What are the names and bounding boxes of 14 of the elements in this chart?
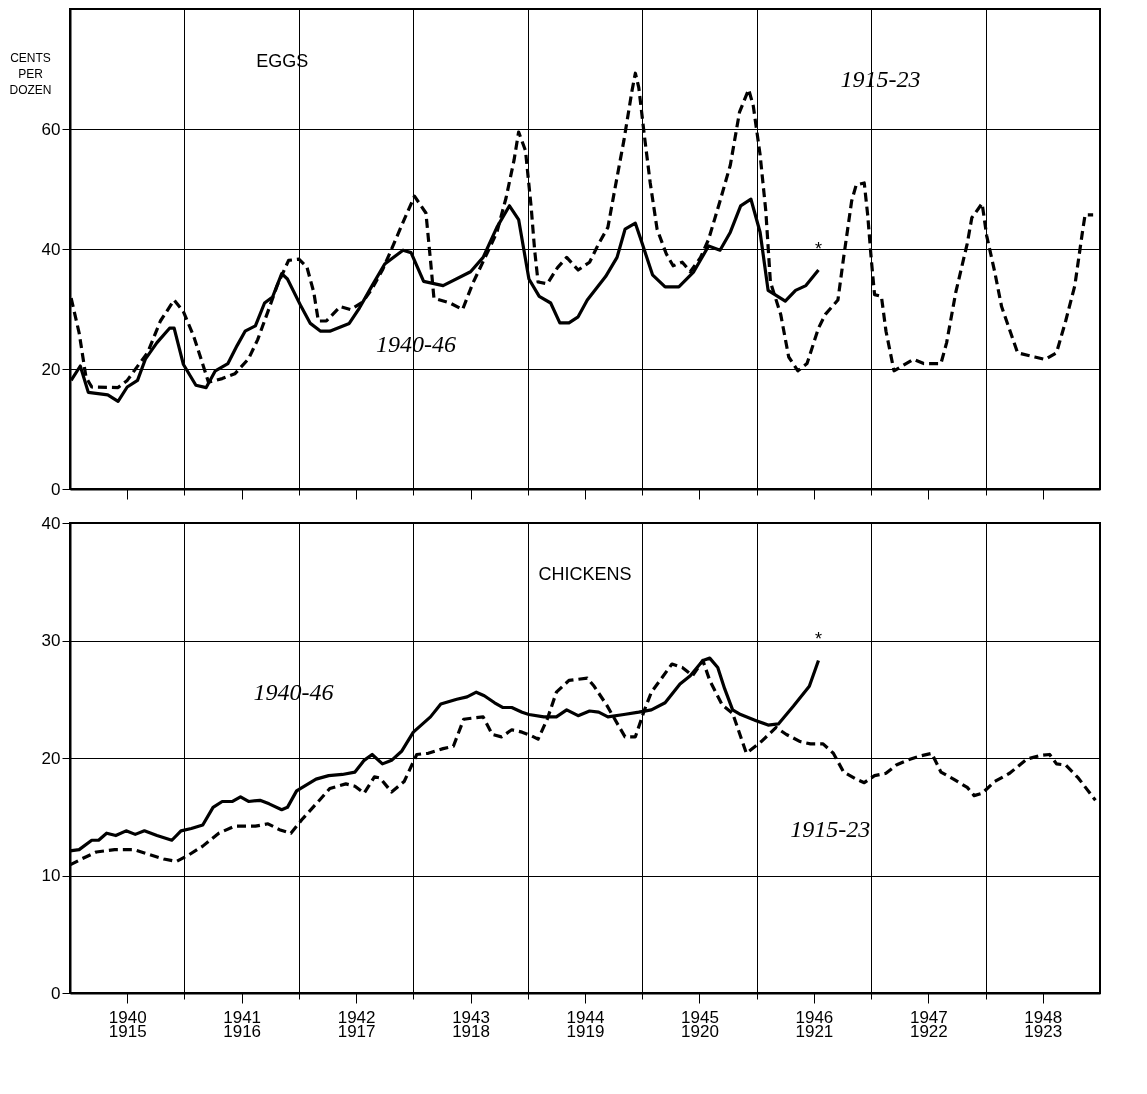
y-tick-label: 30: [41, 631, 61, 650]
y-tick-label: 20: [41, 359, 61, 379]
y-tick-label: 40: [41, 239, 61, 259]
y-tick-label: 20: [41, 748, 61, 768]
y-tick-label: 0: [51, 479, 61, 499]
annotation: 1915-23: [790, 816, 871, 843]
annotation: *: [814, 629, 822, 650]
y-tick-label: 0: [51, 983, 61, 1003]
y-tick-label: 40: [41, 513, 61, 533]
y-tick-label: 10: [41, 866, 61, 885]
y-axis-title: CENTS PER DOZEN: [9, 50, 52, 97]
annotation: *: [814, 239, 822, 259]
y-tick-label: 60: [41, 119, 61, 139]
text: CHICKENS: [538, 563, 632, 584]
